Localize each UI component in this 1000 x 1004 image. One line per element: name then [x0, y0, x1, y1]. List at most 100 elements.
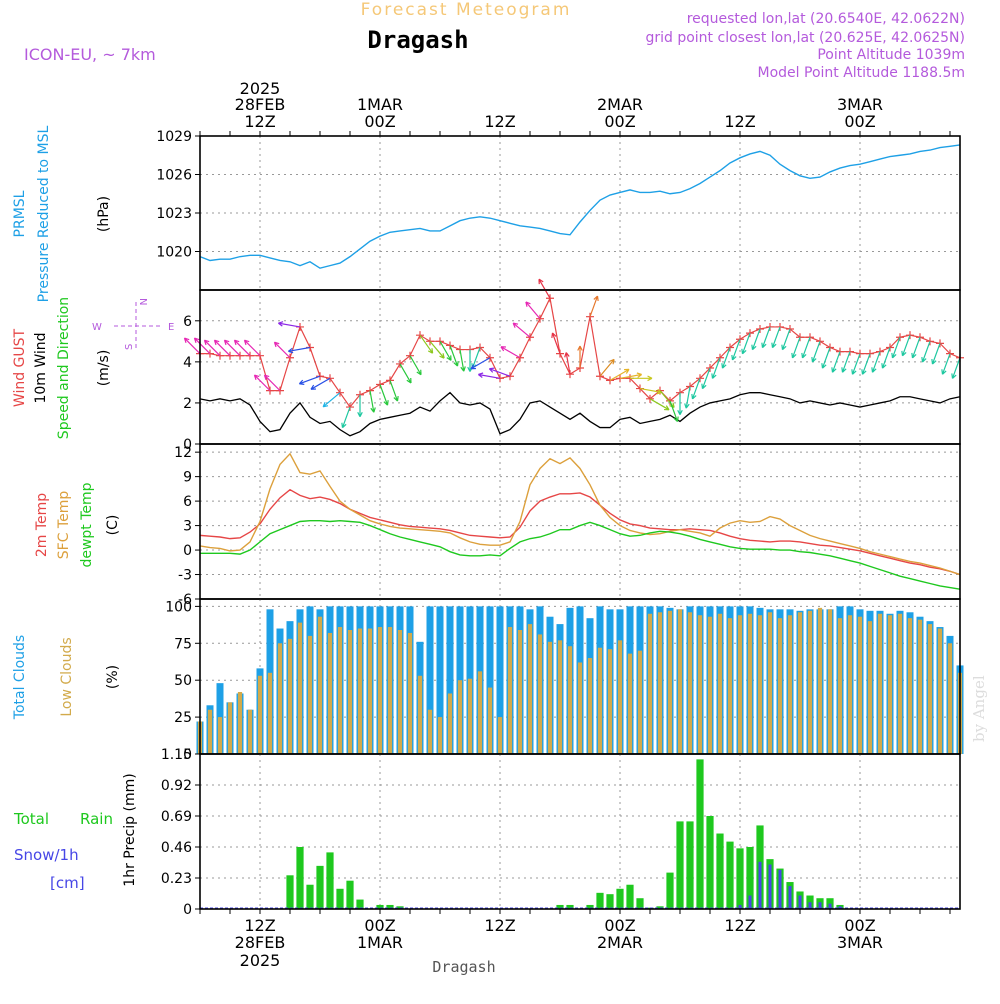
- low-cloud-bar: [357, 628, 363, 754]
- precip-ytick-label: 0: [183, 902, 192, 918]
- wind-direction-arrow: [741, 332, 751, 355]
- top-time-label: 12Z: [484, 112, 515, 131]
- wind-direction-arrow: [277, 321, 301, 328]
- temp-label-2m: 2m Temp: [34, 493, 50, 557]
- snow-bar: [828, 903, 832, 909]
- gust-marker: [886, 343, 894, 352]
- low-cloud-bar: [417, 675, 423, 754]
- wind-direction-arrow: [287, 346, 311, 354]
- low-cloud-bar: [687, 612, 693, 754]
- top-time-label: 12Z: [244, 112, 275, 131]
- low-cloud-bar: [807, 610, 813, 754]
- precip-panel: 0 0.23 0.46 0.69 0.92 1.15: [161, 747, 961, 918]
- low-cloud-bar: [487, 687, 493, 754]
- wind-ytick-label: 0: [183, 437, 192, 453]
- wind-direction-arrow: [379, 384, 389, 406]
- low-cloud-bar: [947, 643, 953, 754]
- low-cloud-bar: [627, 653, 633, 754]
- rain-bar: [626, 884, 634, 909]
- precip-unit: 1hr Precip (mm): [122, 773, 138, 886]
- wind-direction-arrow: [619, 372, 643, 379]
- precip-label-total: Total: [13, 810, 49, 828]
- credit-label: by Angel: [970, 675, 988, 742]
- wind-label-gust: Wind GUST: [12, 328, 28, 407]
- wind-panel: 0 2 4 6: [183, 278, 964, 453]
- low-cloud-bar: [227, 702, 233, 754]
- low-cloud-bar: [507, 627, 513, 754]
- total-cloud-bar: [426, 606, 434, 754]
- total-cloud-bar: [446, 606, 454, 754]
- wind-direction-arrow: [322, 392, 341, 408]
- wind-label-dir: Speed and Direction: [56, 297, 72, 439]
- pressure-unit: (hPa): [96, 196, 112, 232]
- low-cloud-bar: [527, 624, 533, 754]
- compass-east: E: [168, 322, 174, 333]
- cloud-label-low: Low Clouds: [59, 637, 75, 716]
- temperature-frame: [199, 443, 961, 600]
- compass-rose: N S W E: [92, 298, 174, 350]
- wind-direction-arrow: [183, 337, 201, 355]
- gust-marker: [926, 337, 934, 346]
- clouds-ytick-label: 75: [174, 636, 192, 652]
- rain-bar: [296, 847, 304, 909]
- wind-direction-arrow: [811, 341, 821, 363]
- low-cloud-bar: [917, 619, 923, 754]
- gust-marker: [246, 351, 254, 360]
- pressure-ytick-label: 1020: [156, 245, 192, 261]
- compass-west: W: [92, 322, 102, 333]
- wind-direction-arrow: [921, 341, 931, 363]
- low-cloud-bar: [477, 671, 483, 754]
- temperature-ytick-label: 3: [183, 519, 192, 535]
- rain-bar: [336, 888, 344, 909]
- low-cloud-bar: [707, 616, 713, 754]
- wind-direction-arrow: [791, 337, 801, 359]
- low-cloud-bar: [257, 675, 263, 754]
- gust-marker: [606, 376, 614, 385]
- rain-bar: [686, 821, 694, 909]
- rain-bar: [606, 894, 614, 909]
- wind-unit: (m/s): [96, 350, 112, 387]
- low-cloud-bar: [867, 621, 873, 754]
- wind-direction-arrow: [470, 357, 491, 370]
- low-cloud-bar: [317, 616, 323, 754]
- wind-speed-line: [199, 391, 961, 437]
- wind-direction-arrow: [801, 337, 811, 359]
- wind-direction-arrow: [263, 374, 281, 392]
- wind-direction-arrow: [551, 332, 561, 354]
- model-altitude: Model Point Altitude 1188.5m: [758, 65, 965, 81]
- rain-bar: [666, 872, 674, 909]
- rain-bar: [676, 821, 684, 909]
- low-cloud-bar: [937, 628, 943, 754]
- low-cloud-bar: [367, 628, 373, 754]
- low-cloud-bar: [427, 709, 433, 754]
- low-cloud-bar: [377, 627, 383, 754]
- wind-direction-arrow: [233, 339, 251, 357]
- pressure-labels: PRMSL Pressure Reduced to MSL (hPa): [12, 125, 112, 302]
- rain-bar: [636, 898, 644, 909]
- precip-label-snow: Snow/1h: [14, 846, 79, 864]
- wind-direction-arrow: [459, 349, 466, 372]
- wind-direction-arrow: [831, 351, 841, 373]
- snow-bar: [758, 861, 762, 909]
- wind-direction-arrow: [273, 341, 291, 359]
- wind-direction-arrow: [841, 351, 851, 373]
- wind-direction-arrow: [369, 390, 376, 413]
- wind-ytick-label: 6: [183, 314, 192, 330]
- low-cloud-bar: [817, 607, 823, 754]
- total-cloud-bar: [486, 606, 494, 754]
- pressure-label-msl: Pressure Reduced to MSL: [36, 125, 52, 302]
- bottom-time-label: 00Z: [604, 916, 635, 935]
- low-cloud-bar: [747, 613, 753, 754]
- wind-direction-arrow: [357, 394, 363, 417]
- precip-ytick-label: 0.46: [161, 840, 192, 856]
- bottom-time-label: 2MAR: [597, 933, 643, 952]
- low-cloud-bar: [247, 709, 253, 754]
- temperature-ytick-label: -6: [178, 592, 192, 608]
- low-cloud-bar: [637, 650, 643, 754]
- wind-direction-arrow: [881, 347, 891, 369]
- pressure-ytick-label: 1026: [156, 168, 192, 184]
- gust-marker: [436, 337, 444, 346]
- rain-bar: [286, 875, 294, 909]
- rain-bar: [556, 904, 564, 909]
